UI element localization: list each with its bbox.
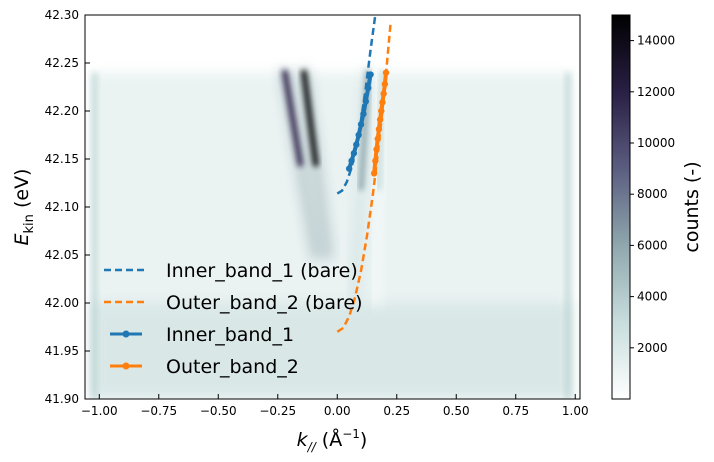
x-tick-label: 0.25 [383, 404, 410, 418]
heatmap-wash-lower [89, 303, 573, 399]
legend-label: Outer_band_2 [166, 356, 299, 378]
x-axis: −1.00 −0.75 −0.50 −0.25 0.00 0.25 0.50 0.75 1.00 [81, 394, 589, 418]
data-point [350, 150, 358, 157]
legend-marker [122, 330, 130, 338]
colorbar-tick-label: 4000 [637, 290, 668, 304]
y-tick-label: 41.90 [45, 392, 79, 406]
data-point [367, 71, 374, 78]
data-point [372, 157, 379, 165]
series-layer [336, 15, 393, 333]
x-tick-label: −0.50 [200, 404, 237, 418]
colorbar: 2000 4000 6000 8000 10000 12000 14000 counts (… [611, 14, 703, 400]
data-point [353, 141, 360, 148]
intensity-band [300, 69, 319, 167]
legend-marker [122, 362, 130, 370]
data-point [373, 146, 380, 153]
colorbar-tick-label: 14000 [637, 34, 675, 48]
colorbar-tick-label: 12000 [637, 85, 675, 99]
data-point [379, 99, 386, 106]
data-point [355, 131, 362, 139]
data-point [370, 170, 378, 177]
legend: Inner_band_1 (bare) Outer_band_2 (bare) In… [104, 260, 363, 378]
data-point [345, 165, 353, 172]
x-tick-label: −1.00 [81, 404, 118, 418]
y-axis: 41.90 41.95 42.00 42.05 42.10 42.15 42.20 42.25… [45, 8, 90, 406]
legend-label: Inner_band_1 (bare) [166, 260, 358, 282]
colorbar-tick-label: 10000 [637, 136, 675, 150]
series-line-inner-band-1-bare- [336, 15, 377, 195]
y-tick-label: 42.05 [45, 248, 79, 262]
data-point [376, 116, 384, 123]
legend-label: Inner_band_1 [166, 324, 294, 346]
colorbar-tick-label: 2000 [637, 341, 668, 355]
y-tick-label: 42.30 [45, 8, 79, 22]
data-point [374, 135, 381, 143]
data-point [380, 90, 387, 97]
data-point [381, 80, 389, 88]
y-tick-label: 42.15 [45, 152, 79, 166]
colorbar-tick-label: 8000 [637, 187, 668, 201]
data-point [360, 110, 367, 118]
heatmap-area [85, 15, 580, 399]
data-point [378, 107, 385, 115]
y-tick-label: 42.10 [45, 200, 79, 214]
data-point [375, 126, 383, 133]
data-point [382, 69, 390, 76]
colorbar-ticks: 2000 4000 6000 8000 10000 12000 14000 [630, 34, 675, 355]
x-tick-label: 0.75 [502, 404, 529, 418]
y-tick-label: 42.25 [45, 56, 79, 70]
colorbar-gradient [611, 14, 631, 400]
heatmap-intensity [89, 67, 573, 399]
colorbar-tick-label: 6000 [637, 238, 668, 252]
intensity-band [281, 69, 304, 167]
x-tick-label: −0.75 [140, 404, 177, 418]
y-tick-label: 42.00 [45, 296, 79, 310]
x-tick-label: 0.50 [443, 404, 470, 418]
data-point [348, 157, 355, 165]
data-point [357, 121, 365, 128]
y-axis-label: Ekin (eV) [11, 169, 37, 246]
legend-label: Outer_band_2 (bare) [166, 292, 363, 314]
y-tick-label: 42.20 [45, 104, 79, 118]
x-tick-label: −0.25 [259, 404, 296, 418]
heatmap-edge-streak [91, 72, 98, 399]
data-point [362, 98, 370, 105]
data-point [364, 84, 372, 92]
x-tick-label: 0.00 [324, 404, 351, 418]
heatmap-edge-streak [565, 72, 572, 399]
x-tick-label: 1.00 [562, 404, 589, 418]
x-axis-label: k// (Å−1) [297, 427, 368, 454]
y-tick-label: 41.95 [45, 344, 79, 358]
colorbar-label: counts (-) [681, 161, 703, 252]
series-line-inner-band-1 [347, 74, 373, 170]
